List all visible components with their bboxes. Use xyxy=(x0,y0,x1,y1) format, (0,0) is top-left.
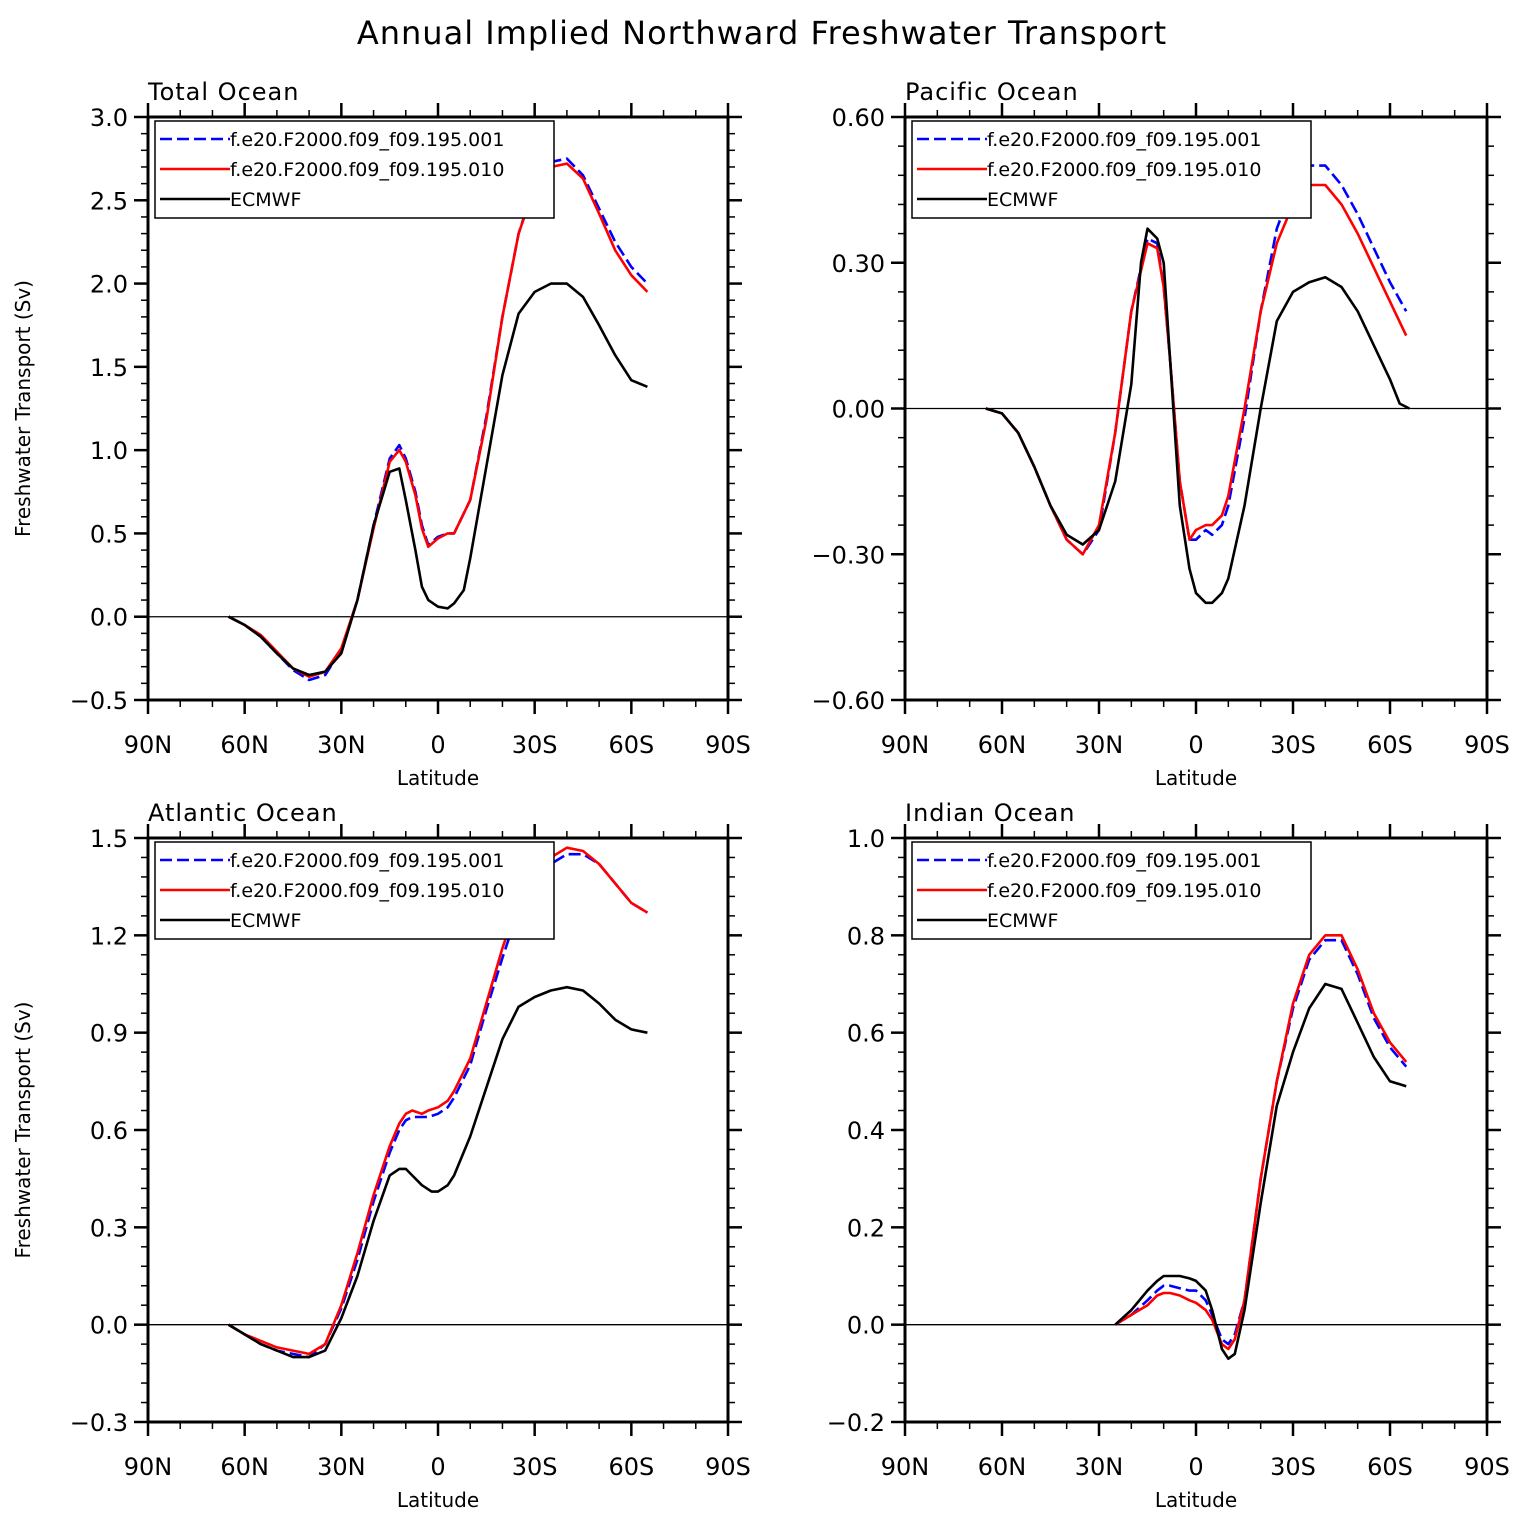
x-tick-label: 90N xyxy=(124,1453,173,1481)
y-tick-label: −0.5 xyxy=(70,687,128,715)
legend-label-1: f.e20.F2000.f09_f09.195.010 xyxy=(230,159,504,181)
x-tick-label: 90S xyxy=(1464,1453,1510,1481)
x-tick-label: 90N xyxy=(124,731,173,759)
panel-title: Total Ocean xyxy=(147,78,299,106)
series-line-1 xyxy=(227,846,649,1356)
x-tick-label: 60N xyxy=(978,731,1027,759)
legend-label-2: ECMWF xyxy=(987,189,1058,211)
panel-3: −0.2 0.0 0.2 0.4 0.6 0.8 1.0 90N 60N 30N 0 30S 60S 90… xyxy=(827,799,1510,1512)
x-tick-label: 60S xyxy=(608,731,654,759)
y-tick-label: 0.00 xyxy=(832,396,885,424)
y-tick-label: 0.5 xyxy=(90,520,128,548)
panel-1: −0.60 −0.30 0.00 0.30 0.60 90N 60N 30N 0 30S 60S 90… xyxy=(811,78,1509,790)
x-axis-label: Latitude xyxy=(397,1488,479,1512)
y-tick-label: 1.0 xyxy=(847,825,885,853)
y-tick-label: 0.0 xyxy=(847,1312,885,1340)
y-tick-label: 0.6 xyxy=(847,1020,885,1048)
panel-2: −0.3 0.0 0.3 0.6 0.9 1.2 1.5 90N 60N 30N 0 30S 60S 90… xyxy=(11,799,751,1512)
panels: −0.5 0.0 0.5 1.0 1.5 2.0 2.5 3.0 90N 60N 30N 0 30S 60… xyxy=(11,78,1510,1512)
y-tick-label: 0.0 xyxy=(90,604,128,632)
x-tick-label: 0 xyxy=(430,731,445,759)
y-tick-label: −0.30 xyxy=(811,541,885,569)
legend: f.e20.F2000.f09_f09.195.001 f.e20.F2000.f… xyxy=(911,841,1312,940)
y-tick-label: 0.60 xyxy=(832,104,885,132)
legend-label-0: f.e20.F2000.f09_f09.195.001 xyxy=(987,850,1261,872)
x-axis-label: Latitude xyxy=(1155,766,1237,790)
y-tick-label: 1.0 xyxy=(90,437,128,465)
legend-label-2: ECMWF xyxy=(230,189,301,211)
x-tick-label: 30S xyxy=(512,731,558,759)
x-tick-label: 90S xyxy=(705,731,751,759)
legend-label-1: f.e20.F2000.f09_f09.195.010 xyxy=(987,880,1261,902)
x-tick-label: 60N xyxy=(220,1453,269,1481)
series-line-2 xyxy=(985,227,1410,605)
x-tick-label: 30S xyxy=(512,1453,558,1481)
legend-label-0: f.e20.F2000.f09_f09.195.001 xyxy=(987,129,1261,151)
legend-label-1: f.e20.F2000.f09_f09.195.010 xyxy=(987,159,1261,181)
y-tick-label: 0.4 xyxy=(847,1117,885,1145)
legend: f.e20.F2000.f09_f09.195.001 f.e20.F2000.f… xyxy=(911,120,1312,219)
legend-label-0: f.e20.F2000.f09_f09.195.001 xyxy=(230,850,504,872)
series-line-2 xyxy=(227,985,648,1359)
y-tick-label: −0.3 xyxy=(70,1409,128,1437)
series-line-0 xyxy=(985,164,1408,556)
legend-label-1: f.e20.F2000.f09_f09.195.010 xyxy=(230,880,504,902)
y-tick-label: 0.9 xyxy=(90,1020,128,1048)
x-tick-label: 0 xyxy=(430,1453,445,1481)
y-tick-label: 2.0 xyxy=(90,271,128,299)
y-tick-label: 1.5 xyxy=(90,825,128,853)
y-tick-label: 0.8 xyxy=(847,922,885,950)
x-tick-label: 60S xyxy=(1367,731,1413,759)
x-tick-label: 60S xyxy=(1367,1453,1413,1481)
y-tick-label: 0.3 xyxy=(90,1214,128,1242)
x-tick-label: 0 xyxy=(1188,731,1203,759)
panel-title: Pacific Ocean xyxy=(905,78,1079,106)
x-tick-label: 60S xyxy=(608,1453,654,1481)
x-axis-label: Latitude xyxy=(1155,1488,1237,1512)
y-tick-label: 2.5 xyxy=(90,187,128,215)
x-tick-label: 30N xyxy=(1075,731,1124,759)
x-tick-label: 90N xyxy=(881,1453,930,1481)
x-tick-label: 30S xyxy=(1270,1453,1316,1481)
x-tick-label: 90S xyxy=(705,1453,751,1481)
figure-title: Annual Implied Northward Freshwater Tran… xyxy=(357,14,1167,52)
panel-title: Indian Ocean xyxy=(905,799,1076,827)
x-tick-label: 30S xyxy=(1270,731,1316,759)
y-axis-label: Freshwater Transport (Sv) xyxy=(11,1002,35,1259)
y-tick-label: 0.0 xyxy=(90,1312,128,1340)
x-tick-label: 30N xyxy=(1075,1453,1124,1481)
y-tick-label: 0.2 xyxy=(847,1214,885,1242)
x-tick-label: 90S xyxy=(1464,731,1510,759)
x-tick-label: 60N xyxy=(978,1453,1027,1481)
x-axis-label: Latitude xyxy=(397,766,479,790)
y-tick-label: 0.6 xyxy=(90,1117,128,1145)
y-tick-label: −0.2 xyxy=(827,1409,885,1437)
series-line-2 xyxy=(228,282,648,677)
legend-label-2: ECMWF xyxy=(230,910,301,932)
y-axis-label: Freshwater Transport (Sv) xyxy=(11,280,35,537)
legend-label-0: f.e20.F2000.f09_f09.195.001 xyxy=(230,129,504,151)
series-line-0 xyxy=(228,157,649,682)
series-line-1 xyxy=(228,162,649,679)
x-tick-label: 0 xyxy=(1188,1453,1203,1481)
y-tick-label: 1.2 xyxy=(90,922,128,950)
legend: f.e20.F2000.f09_f09.195.001 f.e20.F2000.f… xyxy=(154,841,555,940)
y-tick-label: 3.0 xyxy=(90,104,128,132)
series-line-1 xyxy=(985,183,1408,556)
series-line-1 xyxy=(1114,933,1408,1351)
legend: f.e20.F2000.f09_f09.195.001 f.e20.F2000.f… xyxy=(154,120,555,219)
x-tick-label: 60N xyxy=(220,731,269,759)
y-tick-label: −0.60 xyxy=(811,687,885,715)
y-tick-label: 0.30 xyxy=(832,250,885,278)
x-tick-label: 90N xyxy=(881,731,930,759)
y-tick-label: 1.5 xyxy=(90,354,128,382)
panel-title: Atlantic Ocean xyxy=(148,799,338,827)
series-line-2 xyxy=(1114,982,1407,1360)
series-line-0 xyxy=(1114,938,1408,1346)
panel-0: −0.5 0.0 0.5 1.0 1.5 2.0 2.5 3.0 90N 60N 30N 0 30S 60… xyxy=(11,78,751,790)
x-tick-label: 30N xyxy=(317,731,366,759)
x-tick-label: 30N xyxy=(317,1453,366,1481)
legend-label-2: ECMWF xyxy=(987,910,1058,932)
